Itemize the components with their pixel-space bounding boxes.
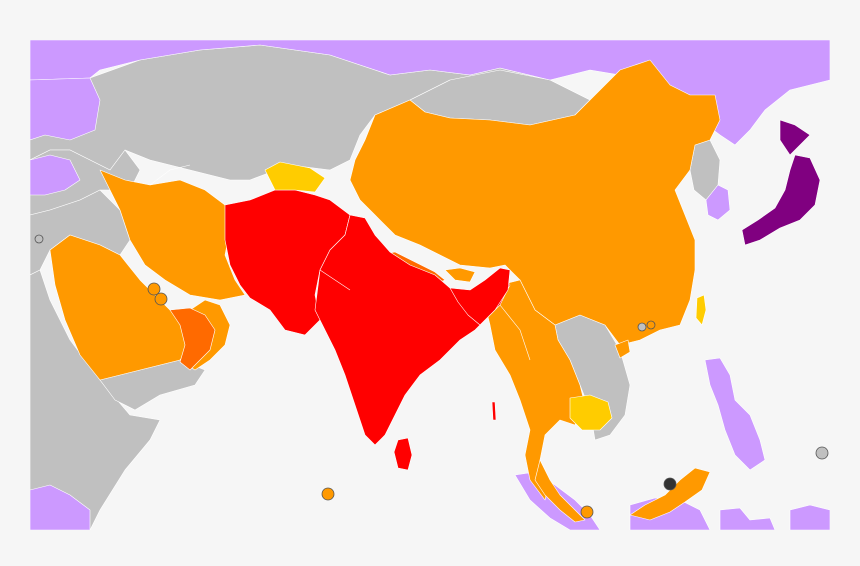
yellow-land bbox=[264, 161, 707, 431]
region-nepal-bhutan-east bbox=[444, 267, 476, 283]
region-sabah bbox=[629, 467, 711, 521]
neutral-land bbox=[30, 44, 721, 530]
region-taiwan bbox=[695, 294, 707, 326]
asia-map bbox=[30, 40, 830, 530]
marker-orange-singapore bbox=[580, 505, 594, 519]
marker-orange-qatar bbox=[154, 292, 168, 306]
region-russia-west bbox=[30, 77, 101, 141]
marker-orange-bahrain bbox=[147, 282, 161, 296]
region-russia bbox=[30, 40, 830, 146]
region-afghanistan-pakistan bbox=[224, 189, 351, 336]
region-hainan bbox=[614, 339, 631, 359]
region-malay-peninsula bbox=[534, 459, 586, 523]
region-cambodia bbox=[569, 394, 613, 431]
region-africa bbox=[30, 269, 161, 530]
region-tajikistan bbox=[264, 161, 326, 193]
internal-borders bbox=[149, 79, 531, 361]
marker-grey-palau bbox=[815, 446, 829, 460]
map-svg bbox=[30, 40, 830, 530]
markers bbox=[34, 234, 829, 519]
region-japan bbox=[779, 119, 811, 156]
marker-dark-brunei bbox=[663, 477, 677, 491]
marker-grey-hongkong bbox=[637, 322, 647, 332]
region-indonesia-sulawesi bbox=[719, 507, 776, 530]
region-uae-oman-north bbox=[169, 307, 216, 371]
region-south-korea bbox=[705, 184, 731, 221]
purple-land bbox=[741, 119, 821, 246]
region-bangladesh-ne-india bbox=[449, 267, 511, 326]
region-africa-south bbox=[30, 484, 91, 530]
region-new-guinea bbox=[789, 504, 830, 530]
region-sri-lanka bbox=[393, 437, 413, 471]
marker-orange-maldives bbox=[321, 487, 335, 501]
region-china bbox=[349, 59, 721, 346]
region-philippines bbox=[704, 357, 766, 471]
region-andaman bbox=[491, 401, 497, 421]
region-japan-honshu bbox=[741, 154, 821, 246]
marker-grey-levant bbox=[34, 234, 44, 244]
region-iran bbox=[99, 169, 246, 301]
region-turkey-west bbox=[30, 154, 81, 196]
marker-orange-macau bbox=[646, 320, 656, 330]
red-land bbox=[224, 189, 511, 471]
orange-land bbox=[49, 59, 721, 523]
